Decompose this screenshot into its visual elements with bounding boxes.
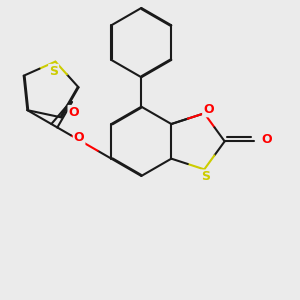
Text: O: O <box>261 133 272 146</box>
Text: O: O <box>203 103 214 116</box>
Text: O: O <box>74 131 85 144</box>
Text: S: S <box>49 65 58 78</box>
Text: S: S <box>202 170 211 184</box>
Text: O: O <box>68 106 79 119</box>
